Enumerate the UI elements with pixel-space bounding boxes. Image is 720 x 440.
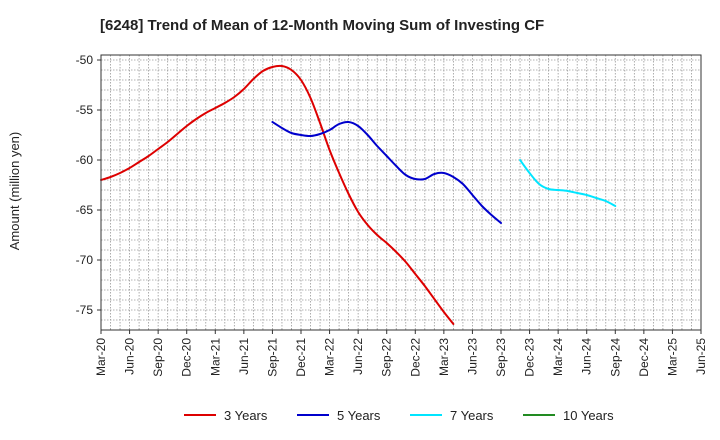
legend-label-3-years: 3 Years — [224, 408, 268, 423]
plot-background — [101, 55, 701, 330]
x-tick-label: Jun-25 — [694, 338, 708, 375]
y-tick-label: -70 — [76, 253, 94, 267]
x-tick-label: Jun-20 — [123, 338, 137, 375]
x-tick-label: Mar-20 — [94, 338, 108, 376]
y-tick-label: -55 — [76, 103, 94, 117]
x-tick-label: Mar-21 — [208, 338, 222, 376]
x-axis-ticks: Mar-20 Jun-20 Sep-20 Dec-20 Mar-21 Jun-21 Sep-… — [94, 330, 708, 377]
x-tick-label: Sep-20 — [151, 338, 165, 377]
grid-layer — [101, 55, 701, 331]
x-tick-label: Dec-20 — [180, 338, 194, 377]
plot-area — [100, 54, 702, 331]
x-tick-label: Mar-25 — [665, 338, 679, 376]
y-tick-label: -65 — [76, 203, 94, 217]
x-tick-label: Jun-23 — [465, 338, 479, 375]
x-tick-label: Sep-22 — [380, 338, 394, 377]
x-tick-label: Sep-21 — [265, 338, 279, 377]
x-tick-label: Jun-21 — [237, 338, 251, 375]
x-tick-label: Sep-24 — [608, 338, 622, 377]
y-tick-label: -50 — [76, 53, 94, 67]
x-tick-label: Dec-23 — [523, 338, 537, 377]
chart-title: [6248] Trend of Mean of 12-Month Moving … — [100, 17, 544, 34]
legend-label-10-years: 10 Years — [563, 408, 614, 423]
series-line-3-years — [100, 64, 455, 325]
legend-label-7-years: 7 Years — [450, 408, 494, 423]
y-tick-label: -75 — [76, 303, 94, 317]
x-tick-label: Jun-24 — [580, 338, 594, 375]
y-axis-ticks: -50 -55 -60 -65 -70 -75 — [76, 53, 101, 317]
series-line-7-years — [519, 159, 617, 207]
series-layer — [100, 64, 617, 325]
legend-label-5-years: 5 Years — [337, 408, 381, 423]
x-tick-label: Dec-24 — [637, 338, 651, 377]
y-tick-label: -60 — [76, 153, 94, 167]
x-tick-label: Dec-22 — [408, 338, 422, 377]
x-tick-label: Mar-24 — [551, 338, 565, 376]
plot-border — [100, 54, 702, 331]
x-tick-label: Jun-22 — [351, 338, 365, 375]
legend: 3 Years 5 Years 7 Years 10 Years — [184, 408, 614, 423]
x-tick-label: Dec-21 — [294, 338, 308, 377]
series-line-5-years — [271, 120, 502, 224]
y-axis-label: Amount (million yen) — [7, 132, 22, 251]
x-tick-label: Mar-23 — [437, 338, 451, 376]
x-tick-label: Mar-22 — [323, 338, 337, 376]
x-tick-label: Sep-23 — [494, 338, 508, 377]
